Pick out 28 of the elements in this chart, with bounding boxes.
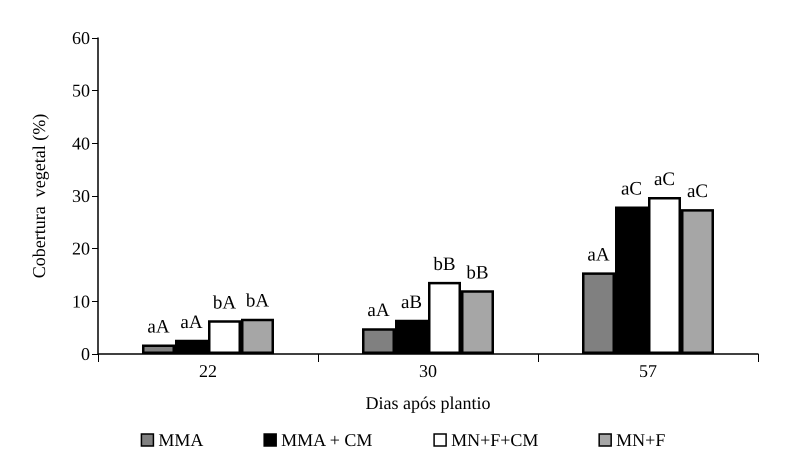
legend-label: MMA bbox=[158, 430, 204, 450]
data-label: bA bbox=[246, 290, 270, 312]
data-label: aC bbox=[686, 181, 708, 202]
y-tick-label: 0 bbox=[81, 344, 90, 364]
data-label: bA bbox=[212, 292, 236, 314]
y-tick-label: 20 bbox=[72, 238, 90, 259]
legend-label: MMA + CM bbox=[281, 430, 372, 450]
data-label: bB bbox=[433, 254, 456, 275]
y-tick-label: 50 bbox=[72, 80, 90, 101]
data-label: aA bbox=[180, 312, 203, 333]
x-tick-label: 22 bbox=[199, 361, 217, 381]
data-label: bB bbox=[466, 262, 489, 284]
legend-label: MN+F+CM bbox=[451, 430, 538, 450]
y-axis-title: Cobertura vegetal (%) bbox=[29, 114, 49, 278]
x-tick-label: 57 bbox=[639, 361, 657, 381]
data-label: aA bbox=[147, 316, 170, 338]
x-axis-title: Dias após plantio bbox=[366, 393, 490, 413]
y-tick-label: 40 bbox=[72, 133, 90, 154]
y-tick-label: 10 bbox=[72, 291, 90, 312]
data-label: aC bbox=[654, 169, 676, 190]
legend-label: MN+F bbox=[616, 430, 666, 450]
data-label: aB bbox=[400, 292, 422, 313]
data-label: aA bbox=[367, 300, 390, 322]
y-tick-label: 30 bbox=[72, 186, 90, 206]
x-tick-label: 30 bbox=[419, 361, 437, 381]
y-tick-label: 60 bbox=[72, 28, 90, 48]
data-label: aC bbox=[620, 178, 642, 200]
data-label: aA bbox=[587, 244, 610, 266]
